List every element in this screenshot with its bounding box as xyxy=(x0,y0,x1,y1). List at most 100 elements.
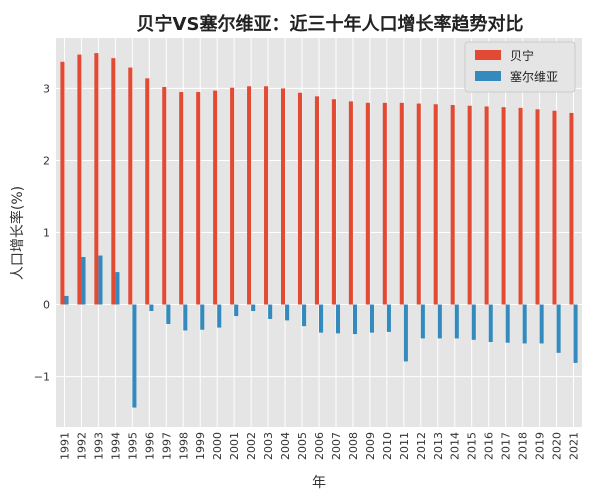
bar-benin-2003 xyxy=(264,86,269,305)
x-tick-label: 2002 xyxy=(245,432,258,460)
y-tick-label: 1 xyxy=(43,227,50,240)
bar-serbia-1998 xyxy=(183,304,188,331)
bar-serbia-2006 xyxy=(319,304,324,333)
x-tick-label: 2021 xyxy=(568,432,581,460)
legend-label-benin: 贝宁 xyxy=(510,48,534,63)
bar-benin-1992 xyxy=(77,54,82,305)
bar-benin-2015 xyxy=(467,105,472,305)
x-tick-label: 2020 xyxy=(551,432,564,460)
x-tick-label: 2001 xyxy=(228,432,241,460)
y-tick-label: 3 xyxy=(43,82,50,95)
bar-serbia-2001 xyxy=(234,304,239,317)
bar-serbia-2016 xyxy=(488,304,493,342)
x-tick-label: 2009 xyxy=(364,432,377,460)
x-tick-label: 2010 xyxy=(381,432,394,460)
bar-benin-2013 xyxy=(433,104,438,305)
x-tick-label: 2011 xyxy=(398,432,411,460)
bar-serbia-2011 xyxy=(403,304,408,362)
x-tick-label: 1998 xyxy=(177,432,190,460)
x-tick-label: 2016 xyxy=(483,432,496,460)
x-tick-label: 2003 xyxy=(262,432,275,460)
bar-benin-1991 xyxy=(60,61,65,305)
bar-benin-2007 xyxy=(331,99,336,305)
bar-serbia-2018 xyxy=(522,304,527,344)
bar-serbia-2005 xyxy=(302,304,307,327)
bar-serbia-1991 xyxy=(64,295,69,305)
x-tick-label: 1991 xyxy=(58,432,71,460)
bar-serbia-2008 xyxy=(352,304,358,335)
bar-serbia-2014 xyxy=(454,304,459,339)
bar-benin-2009 xyxy=(365,102,370,305)
x-tick-label: 2008 xyxy=(347,432,360,460)
legend: 贝宁 塞尔维亚 xyxy=(464,41,576,93)
x-tick-label: 2006 xyxy=(313,432,326,460)
bar-benin-2002 xyxy=(247,86,252,305)
bar-benin-1993 xyxy=(94,53,99,305)
bar-benin-2014 xyxy=(450,104,455,305)
x-tick-label: 2017 xyxy=(500,432,513,460)
x-axis-label: 年 xyxy=(312,475,326,491)
bar-benin-1998 xyxy=(179,92,184,305)
bar-benin-2021 xyxy=(569,112,574,305)
x-tick-label: 2013 xyxy=(432,432,445,460)
x-tick-label: 1994 xyxy=(109,432,122,460)
bar-benin-2012 xyxy=(416,103,421,305)
bars xyxy=(60,53,578,408)
bar-benin-2016 xyxy=(484,106,489,305)
x-tick-label: 2000 xyxy=(211,432,224,460)
bar-serbia-2003 xyxy=(268,304,273,319)
x-tick-label: 1997 xyxy=(160,432,173,460)
bar-serbia-1996 xyxy=(149,304,154,312)
bar-benin-2005 xyxy=(297,92,303,305)
x-tick-label: 2014 xyxy=(449,432,462,460)
bar-benin-2010 xyxy=(382,102,387,305)
x-tick-label: 1995 xyxy=(126,432,139,460)
bar-serbia-2019 xyxy=(539,304,544,344)
bar-benin-1995 xyxy=(128,67,133,305)
bar-serbia-1999 xyxy=(200,304,205,330)
bar-serbia-2009 xyxy=(369,304,374,333)
bar-serbia-2013 xyxy=(437,304,442,339)
bar-serbia-2007 xyxy=(335,304,341,334)
y-tick-label: 2 xyxy=(43,154,50,167)
bar-serbia-2017 xyxy=(505,304,510,343)
chart-title: 贝宁VS塞尔维亚：近三十年人口增长率趋势对比 xyxy=(137,13,524,35)
bar-benin-1996 xyxy=(145,78,150,305)
bar-serbia-2015 xyxy=(471,304,476,340)
y-axis-label: 人口增长率(%) xyxy=(9,186,26,280)
bar-benin-1997 xyxy=(162,86,167,305)
bar-benin-2019 xyxy=(535,109,540,305)
legend-swatch-serbia xyxy=(475,71,501,81)
bar-benin-2001 xyxy=(230,87,235,305)
bar-serbia-2012 xyxy=(420,304,425,339)
bar-benin-2008 xyxy=(348,101,353,305)
bar-benin-1994 xyxy=(111,58,116,305)
bar-benin-2006 xyxy=(314,96,319,305)
x-tick-label: 2005 xyxy=(296,432,309,460)
bar-serbia-1995 xyxy=(132,304,137,408)
bar-benin-2020 xyxy=(552,110,557,305)
x-tick-label: 2004 xyxy=(279,432,292,460)
y-tick-label: −1 xyxy=(34,371,50,384)
y-ticks: −1 0 1 2 3 xyxy=(34,82,50,383)
bar-benin-2000 xyxy=(213,90,218,305)
x-tick-label: 1999 xyxy=(194,432,207,460)
bar-serbia-1994 xyxy=(115,272,120,305)
bar-benin-1999 xyxy=(196,92,201,305)
bar-serbia-2002 xyxy=(251,304,256,312)
x-tick-label: 1993 xyxy=(92,432,105,460)
bar-serbia-1992 xyxy=(81,256,86,305)
bar-serbia-2010 xyxy=(386,304,391,332)
legend-label-serbia: 塞尔维亚 xyxy=(510,69,558,84)
x-tick-label: 2015 xyxy=(466,432,479,460)
bar-serbia-1993 xyxy=(98,255,103,305)
bar-benin-2011 xyxy=(399,102,404,305)
legend-swatch-benin xyxy=(475,50,501,60)
x-ticks: 1991 1992 1993 1994 1995 1996 1997 1998 1999 2000… xyxy=(58,432,580,460)
y-tick-label: 0 xyxy=(43,299,50,312)
x-tick-label: 2019 xyxy=(534,432,547,460)
x-tick-label: 1992 xyxy=(75,432,88,460)
x-tick-label: 1996 xyxy=(143,432,156,460)
x-tick-label: 2007 xyxy=(330,432,343,460)
